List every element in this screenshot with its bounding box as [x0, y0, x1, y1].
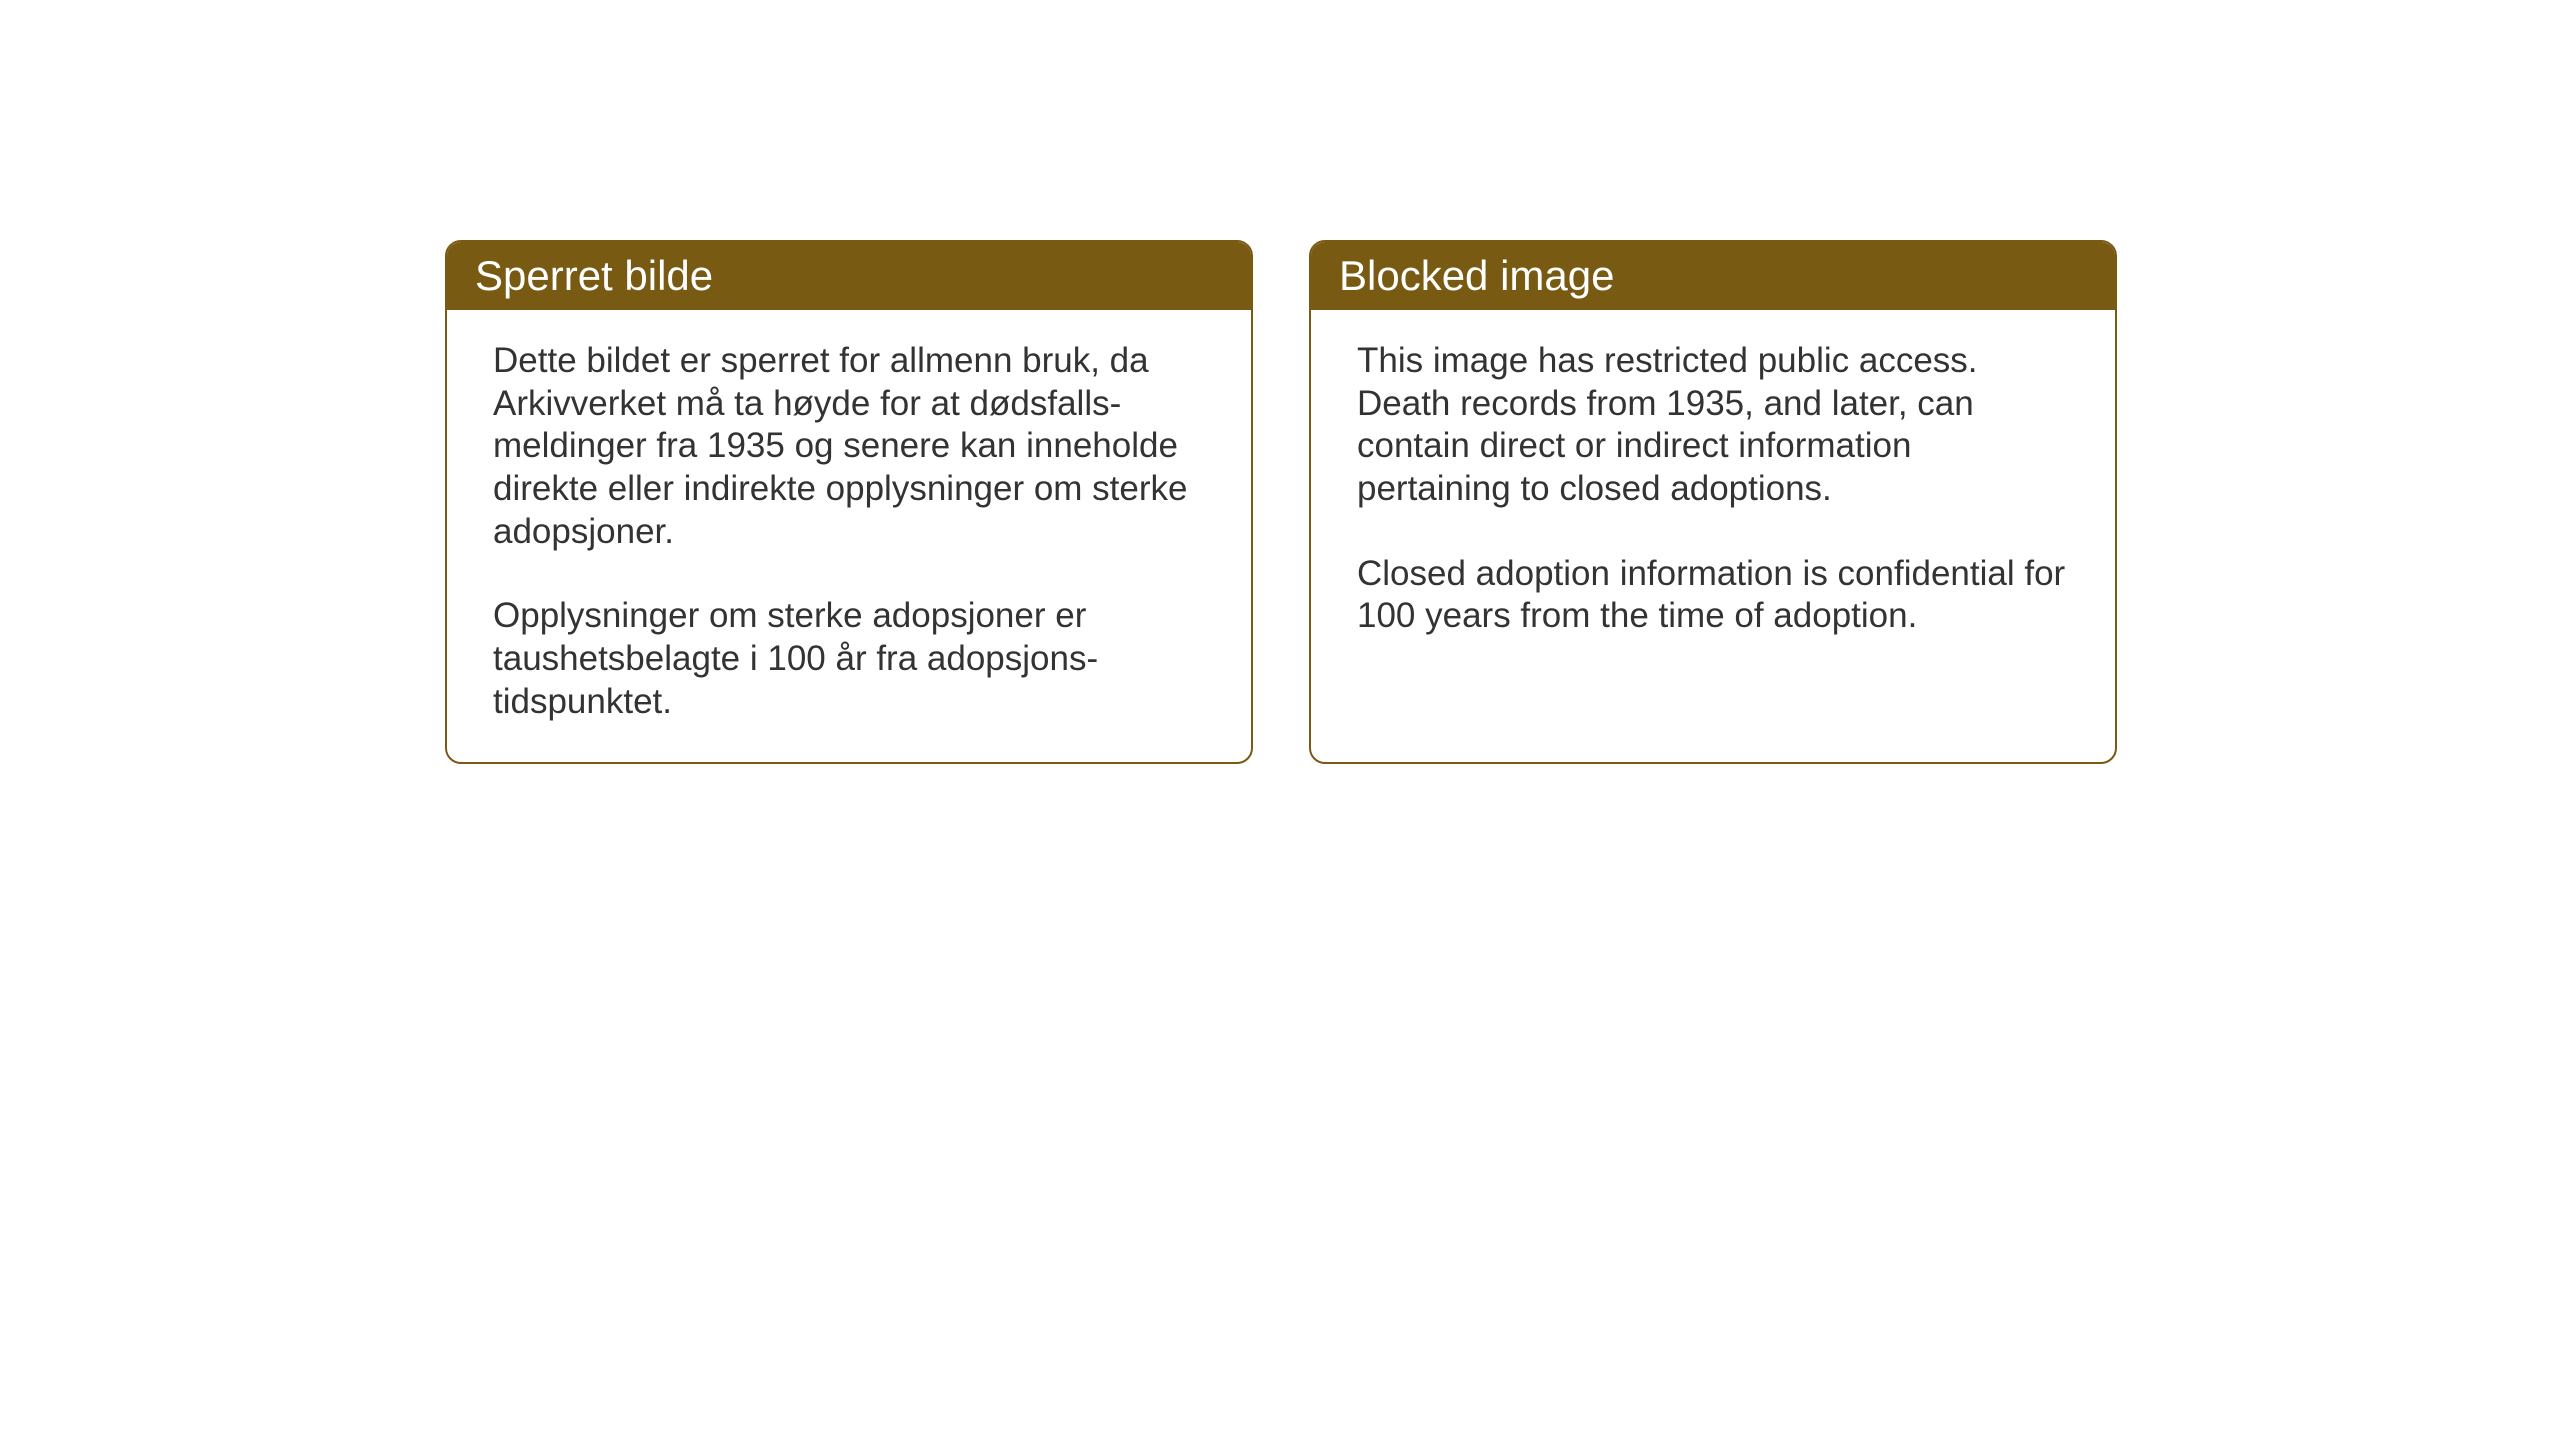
card-paragraph-norwegian-1: Dette bildet er sperret for allmenn bruk…	[493, 340, 1205, 553]
card-paragraph-norwegian-2: Opplysninger om sterke adopsjoner er tau…	[493, 595, 1205, 723]
card-header-english: Blocked image	[1311, 242, 2115, 310]
card-header-norwegian: Sperret bilde	[447, 242, 1251, 310]
notice-card-norwegian: Sperret bilde Dette bildet er sperret fo…	[445, 240, 1253, 764]
notice-cards-container: Sperret bilde Dette bildet er sperret fo…	[445, 240, 2117, 764]
card-body-english: This image has restricted public access.…	[1311, 310, 2115, 753]
card-paragraph-english-1: This image has restricted public access.…	[1357, 340, 2069, 511]
card-paragraph-english-2: Closed adoption information is confident…	[1357, 553, 2069, 638]
card-title-english: Blocked image	[1339, 252, 1614, 299]
card-title-norwegian: Sperret bilde	[475, 252, 713, 299]
card-body-norwegian: Dette bildet er sperret for allmenn bruk…	[447, 310, 1251, 762]
notice-card-english: Blocked image This image has restricted …	[1309, 240, 2117, 764]
